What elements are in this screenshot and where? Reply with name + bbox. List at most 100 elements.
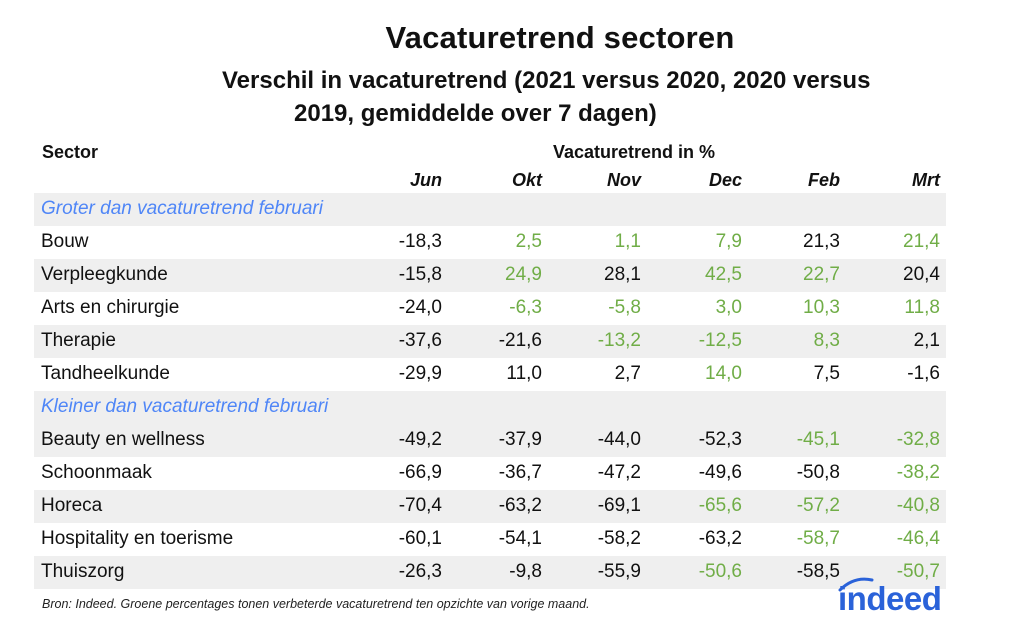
value-cell: -58,5 — [796, 561, 840, 582]
value-cell: -63,2 — [698, 528, 742, 549]
value-cell: -57,2 — [796, 495, 840, 516]
value-cell: 28,1 — [604, 264, 641, 285]
group-label: Groter dan vacaturetrend februari — [41, 198, 323, 219]
value-cell: -13,2 — [597, 330, 641, 351]
value-cell: -38,2 — [896, 462, 940, 483]
month-header: Feb — [807, 170, 840, 190]
indeed-logo: indeed — [836, 577, 956, 620]
page-subtitle: Verschil in vacaturetrend (2021 versus 2… — [222, 64, 942, 130]
group-label: Kleiner dan vacaturetrend februari — [41, 396, 329, 417]
value-cell: -9,8 — [509, 561, 542, 582]
value-cell: 1,1 — [614, 231, 641, 252]
value-cell: -32,8 — [896, 429, 940, 450]
table-row: Tandheelkunde -29,9 11,0 2,7 14,0 7,5 -1,6 — [34, 358, 946, 391]
value-cell: -37,6 — [398, 330, 442, 351]
value-cell: -66,9 — [398, 462, 442, 483]
value-cell: 11,0 — [506, 363, 542, 384]
value-cell: -37,9 — [498, 429, 542, 450]
value-cell: 22,7 — [803, 264, 840, 285]
sector-name: Bouw — [41, 231, 89, 252]
value-cell: -46,4 — [896, 528, 940, 549]
value-cell: -63,2 — [498, 495, 542, 516]
value-cell: -70,4 — [398, 495, 442, 516]
value-cell: -49,2 — [398, 429, 442, 450]
value-cell: -6,3 — [509, 297, 542, 318]
value-cell: -55,9 — [597, 561, 641, 582]
subtitle-line-1: Verschil in vacaturetrend (2021 versus 2… — [222, 67, 871, 94]
table-row: Hospitality en toerisme -60,1 -54,1 -58,2 -6… — [34, 523, 946, 556]
group-header-row: Groter dan vacaturetrend februari — [34, 193, 946, 226]
table-row: Arts en chirurgie -24,0 -6,3 -5,8 3,0 10,3 11,… — [34, 292, 946, 325]
value-cell: 24,9 — [505, 264, 542, 285]
subtitle-line-2: 2019, gemiddelde over 7 dagen) — [294, 100, 657, 127]
month-header-row: Jun Okt Nov Dec Feb Mrt — [0, 170, 1024, 194]
value-cell: -18,3 — [398, 231, 442, 252]
sector-name: Hospitality en toerisme — [41, 528, 234, 549]
month-header: Jun — [409, 170, 442, 190]
value-cell: 8,3 — [813, 330, 840, 351]
value-cell: 2,7 — [614, 363, 641, 384]
value-cell: -50,6 — [698, 561, 742, 582]
value-cell: -15,8 — [398, 264, 442, 285]
sector-name: Horeca — [41, 495, 103, 516]
month-header: Nov — [606, 170, 641, 190]
value-cell: -5,8 — [608, 297, 641, 318]
value-cell: -58,2 — [597, 528, 641, 549]
value-cell: 11,8 — [904, 297, 940, 318]
value-cell: -50,7 — [896, 561, 940, 582]
month-header: Mrt — [912, 170, 940, 190]
value-cell: -60,1 — [398, 528, 442, 549]
table-row: Bouw -18,3 2,5 1,1 7,9 21,3 21,4 — [34, 226, 946, 259]
table-row: Horeca -70,4 -63,2 -69,1 -65,6 -57,2 -40,8 — [34, 490, 946, 523]
value-cell: 42,5 — [705, 264, 742, 285]
sector-column-header: Sector — [42, 142, 99, 162]
sector-name: Therapie — [41, 330, 116, 351]
page-title: Vacaturetrend sectoren — [385, 20, 735, 55]
value-cell: 20,4 — [903, 264, 940, 285]
value-cell: -49,6 — [698, 462, 742, 483]
value-cell: -69,1 — [597, 495, 641, 516]
value-cell: 21,3 — [803, 231, 840, 252]
value-cell: -21,6 — [498, 330, 542, 351]
group-header-row: Kleiner dan vacaturetrend februari — [34, 391, 946, 424]
table-row: Therapie -37,6 -21,6 -13,2 -12,5 8,3 2,1 — [34, 325, 946, 358]
sector-name: Thuiszorg — [41, 561, 125, 582]
value-cell: 7,9 — [715, 231, 742, 252]
vacancy-table: Groter dan vacaturetrend februari Bouw -18… — [34, 193, 946, 589]
value-cell: -24,0 — [398, 297, 442, 318]
sector-name: Tandheelkunde — [41, 363, 170, 384]
value-cell: -47,2 — [597, 462, 641, 483]
value-cell: -29,9 — [398, 363, 442, 384]
value-cell: -36,7 — [498, 462, 542, 483]
table-row: Schoonmaak -66,9 -36,7 -47,2 -49,6 -50,8 -38,2 — [34, 457, 946, 490]
trend-group-header: Vacaturetrend in % — [553, 142, 716, 162]
value-cell: -45,1 — [796, 429, 840, 450]
value-cell: -26,3 — [398, 561, 442, 582]
table-row: Beauty en wellness -49,2 -37,9 -44,0 -52,3 -4… — [34, 424, 946, 457]
sector-name: Verpleegkunde — [41, 264, 168, 285]
value-cell: -65,6 — [698, 495, 742, 516]
month-header: Dec — [708, 170, 742, 190]
sector-name: Schoonmaak — [41, 462, 152, 483]
value-cell: 14,0 — [705, 363, 742, 384]
sector-name: Beauty en wellness — [41, 429, 205, 450]
logo-swoosh-icon — [838, 577, 874, 592]
table-row: Thuiszorg -26,3 -9,8 -55,9 -50,6 -58,5 -50,7 — [34, 556, 946, 589]
value-cell: 2,5 — [515, 231, 542, 252]
source-note: Bron: Indeed. Groene percentages tonen v… — [42, 597, 590, 611]
value-cell: -44,0 — [597, 429, 641, 450]
value-cell: -50,8 — [796, 462, 840, 483]
value-cell: -54,1 — [498, 528, 542, 549]
logo-wordmark: indeed — [838, 580, 942, 617]
value-cell: 10,3 — [803, 297, 840, 318]
sector-name: Arts en chirurgie — [41, 297, 180, 318]
value-cell: -40,8 — [896, 495, 940, 516]
month-header: Okt — [511, 170, 542, 190]
value-cell: -12,5 — [698, 330, 742, 351]
value-cell: -52,3 — [698, 429, 742, 450]
value-cell: 21,4 — [903, 231, 940, 252]
value-cell: -58,7 — [796, 528, 840, 549]
value-cell: 7,5 — [813, 363, 840, 384]
value-cell: 3,0 — [715, 297, 742, 318]
table-row: Verpleegkunde -15,8 24,9 28,1 42,5 22,7 20,4 — [34, 259, 946, 292]
